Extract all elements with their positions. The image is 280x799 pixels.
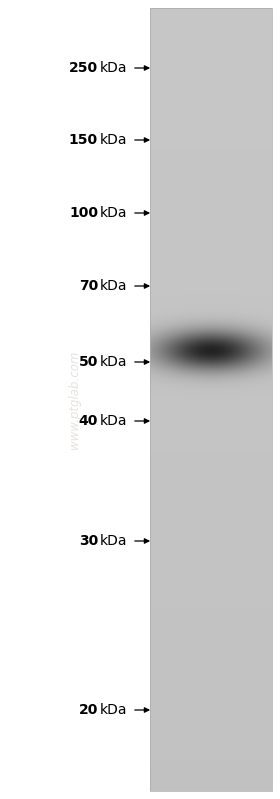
Text: kDa: kDa [100,703,127,717]
Text: 40: 40 [79,414,98,428]
Text: 150: 150 [69,133,98,147]
Text: kDa: kDa [100,279,127,293]
Text: kDa: kDa [100,414,127,428]
Bar [150,8,272,791]
Text: www.ptglab.com: www.ptglab.com [69,350,81,449]
Text: kDa: kDa [100,206,127,220]
Text: kDa: kDa [100,534,127,548]
Text: 20: 20 [79,703,98,717]
Text: kDa: kDa [100,355,127,369]
Text: 30: 30 [79,534,98,548]
Text: 70: 70 [79,279,98,293]
Text: kDa: kDa [100,133,127,147]
Text: kDa: kDa [100,61,127,75]
Text: 250: 250 [69,61,98,75]
Text: 50: 50 [79,355,98,369]
Text: 100: 100 [69,206,98,220]
